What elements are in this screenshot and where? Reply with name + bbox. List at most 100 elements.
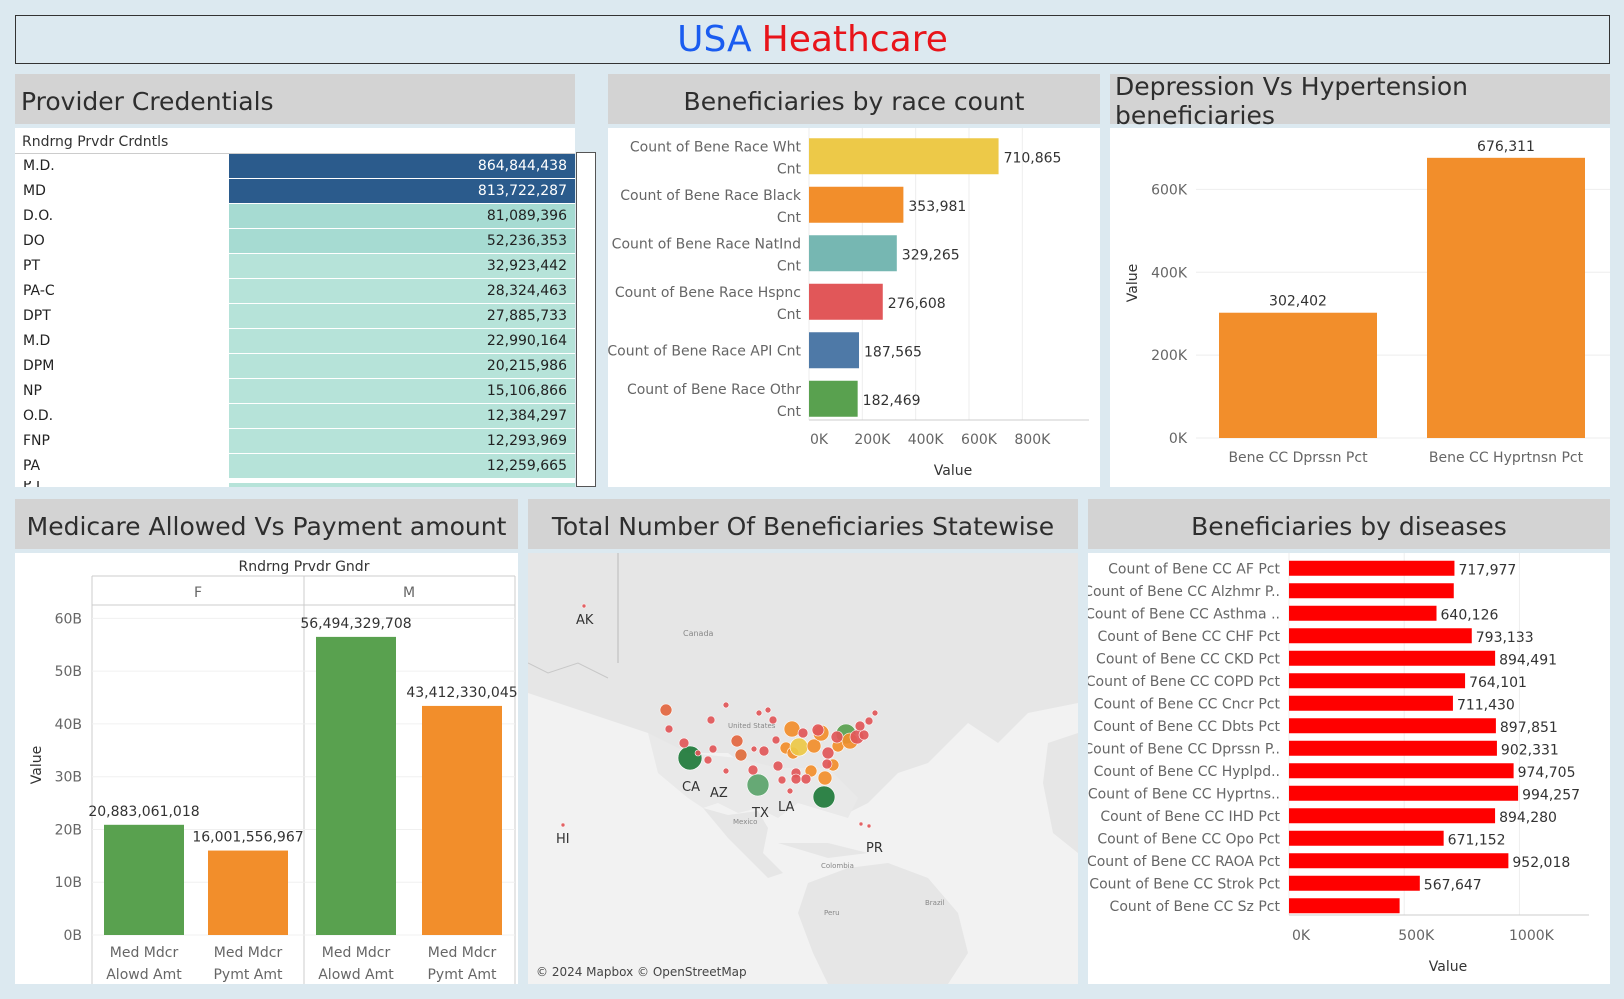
state-bubble[interactable] bbox=[730, 734, 744, 748]
race-bar[interactable] bbox=[809, 283, 883, 320]
diseases-x-tick: 500K bbox=[1398, 928, 1435, 944]
state-bubble[interactable] bbox=[871, 709, 879, 717]
medicare-bar[interactable] bbox=[208, 850, 288, 935]
table-row[interactable]: O.D. 12,384,297 bbox=[15, 404, 575, 429]
disease-bar[interactable] bbox=[1289, 628, 1472, 644]
state-bubble[interactable] bbox=[659, 703, 673, 717]
race-bar[interactable] bbox=[809, 380, 858, 417]
table-row[interactable]: M.D 22,990,164 bbox=[15, 329, 575, 354]
state-bubble[interactable] bbox=[817, 770, 833, 786]
medicare-bar[interactable] bbox=[316, 636, 396, 935]
disease-bar[interactable] bbox=[1289, 875, 1420, 891]
state-bubble[interactable] bbox=[864, 716, 874, 726]
race-bar[interactable] bbox=[809, 235, 897, 272]
table-row[interactable]: M.D. 864,844,438 bbox=[15, 154, 575, 179]
state-bubble[interactable] bbox=[858, 821, 864, 827]
state-bubble[interactable] bbox=[678, 737, 690, 749]
state-bubble[interactable] bbox=[581, 603, 587, 609]
race-bar[interactable] bbox=[809, 186, 904, 223]
disease-bar[interactable] bbox=[1289, 718, 1496, 734]
state-bubble[interactable] bbox=[830, 730, 844, 744]
state-bubble[interactable] bbox=[764, 706, 772, 714]
race-bar-label: 329,265 bbox=[902, 247, 960, 263]
state-bubble[interactable] bbox=[560, 822, 566, 828]
state-bubble[interactable] bbox=[866, 823, 872, 829]
disease-bar[interactable] bbox=[1289, 808, 1496, 824]
state-bubble[interactable] bbox=[694, 749, 702, 757]
state-bubble[interactable] bbox=[747, 764, 759, 776]
state-bubble[interactable] bbox=[854, 720, 866, 732]
state-bubble[interactable] bbox=[789, 737, 809, 757]
state-bubble[interactable] bbox=[821, 746, 835, 760]
table-row[interactable]: NP 15,106,866 bbox=[15, 379, 575, 404]
state-bubble[interactable] bbox=[706, 715, 716, 725]
dep-y-label: Value bbox=[1125, 264, 1141, 302]
mexico-land bbox=[703, 808, 783, 878]
state-bubble[interactable] bbox=[722, 767, 730, 775]
map-base-label-us: United States bbox=[728, 722, 776, 730]
provider-scrollbar[interactable] bbox=[576, 152, 596, 487]
dep-bar[interactable] bbox=[1427, 157, 1585, 438]
state-bubble[interactable] bbox=[800, 773, 812, 785]
state-bubble[interactable] bbox=[677, 745, 703, 771]
state-bubble[interactable] bbox=[783, 720, 801, 738]
state-bubble[interactable] bbox=[806, 738, 822, 754]
table-row[interactable]: DPM 20,215,986 bbox=[15, 354, 575, 379]
state-bubble[interactable] bbox=[858, 729, 870, 741]
disease-bar[interactable] bbox=[1289, 673, 1466, 689]
table-row[interactable]: PA 12,259,665 bbox=[15, 454, 575, 479]
table-row[interactable]: MD 813,722,287 bbox=[15, 179, 575, 204]
state-bubble[interactable] bbox=[768, 715, 778, 725]
disease-bar[interactable] bbox=[1289, 650, 1496, 666]
map-panel-title: Total Number Of Beneficiaries Statewise bbox=[528, 499, 1078, 549]
state-bubble[interactable] bbox=[797, 727, 809, 739]
state-bubble[interactable] bbox=[804, 764, 818, 778]
disease-bar[interactable] bbox=[1289, 583, 1454, 599]
state-bubble[interactable] bbox=[734, 748, 748, 762]
table-row[interactable]: PT 32,923,442 bbox=[15, 254, 575, 279]
state-bubble[interactable] bbox=[811, 723, 825, 737]
race-bar[interactable] bbox=[809, 332, 860, 369]
state-bubble[interactable] bbox=[703, 755, 713, 765]
disease-bar[interactable] bbox=[1289, 853, 1509, 869]
disease-bar[interactable] bbox=[1289, 695, 1453, 711]
table-row[interactable]: DPT 27,885,733 bbox=[15, 304, 575, 329]
table-row[interactable]: D.O. 81,089,396 bbox=[15, 204, 575, 229]
credential-value: 20,215,986 bbox=[486, 358, 567, 374]
race-bar-chart: 0K 200K 400K 600K 800K Value 710,865 Count of B… bbox=[607, 128, 1089, 479]
state-bubble[interactable] bbox=[746, 773, 770, 797]
state-bubble[interactable] bbox=[777, 775, 787, 785]
state-bubble[interactable] bbox=[664, 724, 674, 734]
state-bubble[interactable] bbox=[786, 787, 794, 795]
table-row[interactable]: DO 52,236,353 bbox=[15, 229, 575, 254]
state-bubble[interactable] bbox=[708, 744, 718, 754]
state-bubble[interactable] bbox=[771, 735, 781, 745]
disease-bar[interactable] bbox=[1289, 740, 1497, 756]
statewise-map[interactable]: Canada United States Mexico Colombia Per… bbox=[528, 553, 1078, 984]
state-bubble[interactable] bbox=[812, 785, 836, 809]
medicare-bar[interactable] bbox=[104, 824, 184, 935]
disease-category-label: Count of Bene CC Dbts Pct bbox=[1093, 719, 1280, 735]
medicare-facet-header: Rndrng Prvdr Gndr bbox=[239, 559, 370, 575]
medicare-bar[interactable] bbox=[422, 705, 502, 935]
disease-category-label: Count of Bene CC CHF Pct bbox=[1097, 629, 1280, 645]
race-bar[interactable] bbox=[809, 138, 999, 175]
table-row[interactable]: PA-C 28,324,463 bbox=[15, 279, 575, 304]
disease-bar[interactable] bbox=[1289, 785, 1519, 801]
state-bubble[interactable] bbox=[758, 745, 770, 757]
state-bubble[interactable] bbox=[750, 745, 758, 753]
disease-bar[interactable] bbox=[1289, 830, 1444, 846]
credential-value-cell: 27,885,733 bbox=[229, 304, 575, 328]
state-bubble[interactable] bbox=[722, 701, 730, 709]
credential-name: M.D. bbox=[23, 158, 55, 174]
state-bubble[interactable] bbox=[755, 709, 763, 717]
state-bubble[interactable] bbox=[772, 760, 784, 772]
state-bubble[interactable] bbox=[821, 758, 833, 770]
disease-bar[interactable] bbox=[1289, 560, 1455, 576]
disease-bar[interactable] bbox=[1289, 898, 1400, 914]
disease-bar[interactable] bbox=[1289, 605, 1437, 621]
disease-bar[interactable] bbox=[1289, 763, 1514, 779]
dep-bar[interactable] bbox=[1219, 312, 1377, 438]
table-row[interactable]: FNP 12,293,969 bbox=[15, 429, 575, 454]
state-bubble[interactable] bbox=[790, 773, 802, 785]
